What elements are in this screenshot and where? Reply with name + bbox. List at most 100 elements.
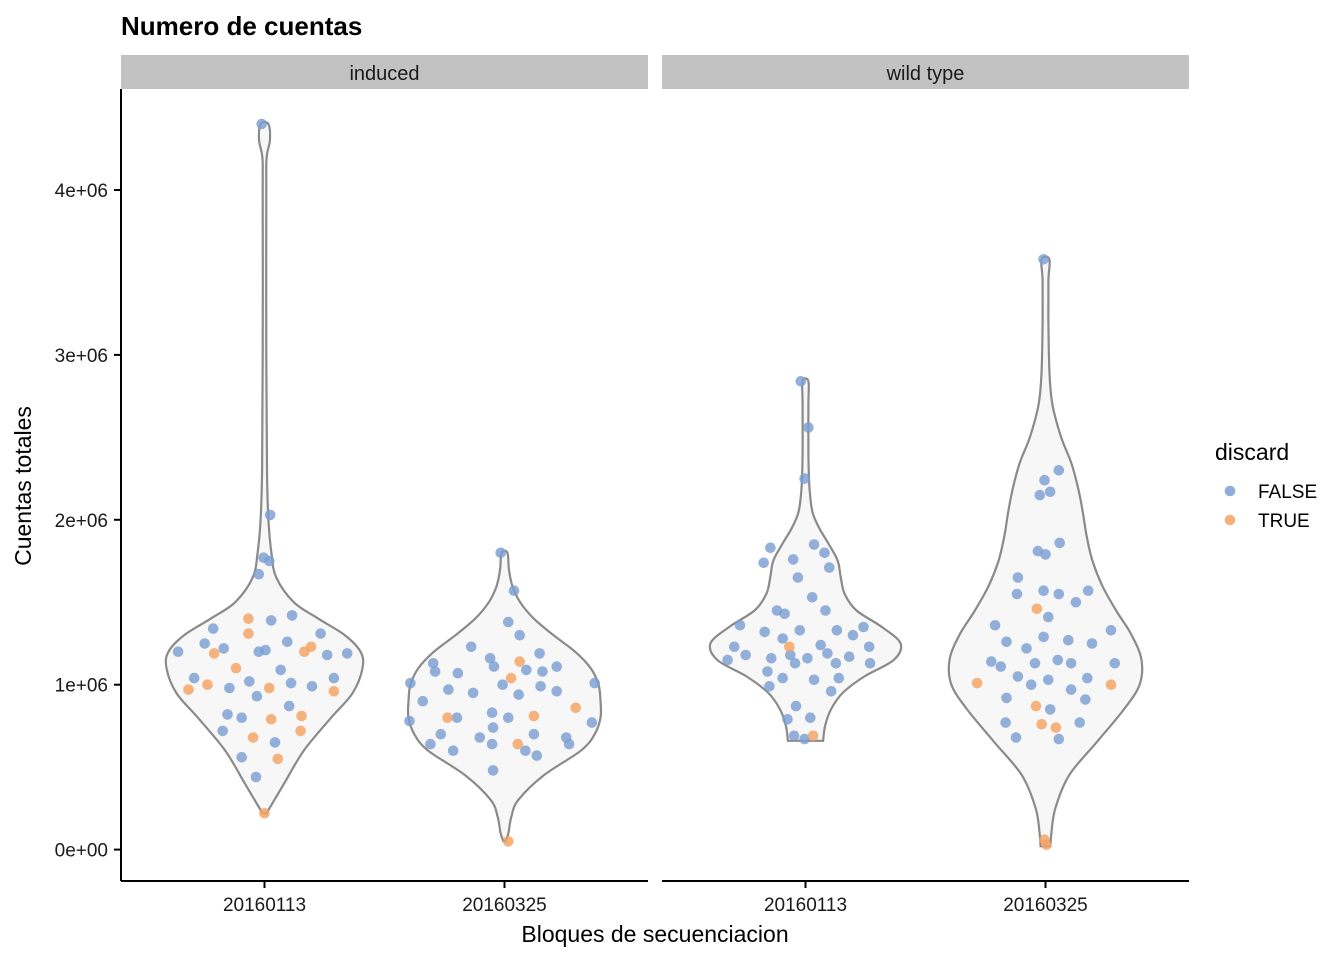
point-discard-false xyxy=(452,667,464,679)
facet-panel: induced 20160113 20160325 xyxy=(121,55,648,916)
point-discard-false xyxy=(788,730,800,742)
point-discard-true xyxy=(514,656,525,667)
point-discard-false xyxy=(282,636,293,648)
point-discard-false xyxy=(253,646,265,657)
point-discard-false xyxy=(1012,572,1024,583)
point-discard-false xyxy=(1010,732,1022,743)
x-axis-title: Bloques de secuenciacion xyxy=(521,921,788,947)
point-discard-false xyxy=(847,629,859,641)
point-discard-false xyxy=(1001,692,1012,704)
point-discard-false xyxy=(792,572,804,583)
point-discard-false xyxy=(795,376,807,387)
point-discard-false xyxy=(1082,672,1093,684)
point-discard-false xyxy=(534,648,545,659)
point-discard-false xyxy=(551,661,562,672)
point-discard-true xyxy=(247,732,259,743)
point-discard-false xyxy=(283,700,295,712)
x-tick-label: 20160113 xyxy=(223,895,306,916)
point-discard-false xyxy=(815,639,826,651)
point-discard-false xyxy=(1080,694,1091,705)
point-discard-false xyxy=(488,661,500,672)
point-discard-false xyxy=(199,638,210,649)
y-tick-label: 1e+06 xyxy=(55,676,108,697)
point-discard-false xyxy=(521,664,532,676)
point-discard-false xyxy=(443,684,454,695)
point-discard-true xyxy=(1030,700,1042,712)
point-discard-false xyxy=(1021,643,1032,654)
point-discard-false xyxy=(863,641,875,653)
point-discard-false xyxy=(447,745,459,756)
point-discard-false xyxy=(269,737,281,748)
y-axis-title: Cuentas totales xyxy=(10,406,36,566)
point-discard-false xyxy=(802,653,813,664)
point-discard-false xyxy=(1040,549,1051,560)
point-discard-false xyxy=(244,676,255,687)
point-discard-true xyxy=(208,648,220,659)
point-discard-false xyxy=(1082,585,1094,596)
point-discard-false xyxy=(858,621,869,633)
point-discard-true xyxy=(272,753,284,765)
violin-shape xyxy=(708,377,903,742)
point-discard-false xyxy=(1053,465,1065,476)
point-discard-false xyxy=(1074,717,1085,728)
point-discard-false xyxy=(782,714,793,725)
point-discard-false xyxy=(405,677,416,689)
point-discard-false xyxy=(799,473,810,484)
point-discard-false xyxy=(328,672,340,684)
point-discard-false xyxy=(758,557,769,568)
point-discard-false xyxy=(1000,717,1011,728)
point-discard-false xyxy=(285,677,297,689)
facet-strip xyxy=(662,55,1189,89)
facet-strip-label: wild type xyxy=(886,63,965,85)
point-discard-true xyxy=(243,613,254,624)
point-discard-false xyxy=(779,608,790,620)
point-discard-false xyxy=(286,610,298,621)
point-discard-false xyxy=(808,674,820,686)
point-discard-false xyxy=(833,672,845,684)
point-discard-false xyxy=(1065,684,1077,695)
point-discard-false xyxy=(264,555,275,567)
point-discard-true xyxy=(1105,679,1117,690)
point-discard-false xyxy=(236,752,247,763)
point-discard-false xyxy=(497,679,508,690)
point-discard-false xyxy=(1044,704,1056,715)
legend-title: discard xyxy=(1215,439,1289,465)
point-discard-false xyxy=(808,539,820,550)
point-discard-false xyxy=(1052,654,1064,666)
point-discard-true xyxy=(202,679,213,690)
point-discard-false xyxy=(256,118,268,130)
point-discard-false xyxy=(759,626,770,638)
point-discard-false xyxy=(729,641,740,653)
point-discard-false xyxy=(503,616,514,628)
point-discard-false xyxy=(486,707,498,718)
legend: discard FALSE TRUE xyxy=(1215,439,1317,532)
point-discard-false xyxy=(265,615,277,626)
point-discard-false xyxy=(819,547,830,559)
point-discard-false xyxy=(404,715,415,727)
legend-label: TRUE xyxy=(1258,511,1310,532)
y-tick-label: 4e+06 xyxy=(55,181,108,202)
point-discard-false xyxy=(417,695,429,707)
point-discard-false xyxy=(824,562,835,573)
point-discard-false xyxy=(275,664,287,676)
point-discard-false xyxy=(822,648,833,659)
point-discard-false xyxy=(740,649,751,661)
point-discard-false xyxy=(1025,679,1037,690)
point-discard-false xyxy=(563,738,575,750)
y-tick-label: 2e+06 xyxy=(55,511,108,532)
point-discard-false xyxy=(1044,486,1056,498)
point-discard-true xyxy=(512,738,524,750)
facet-panel: wild type 20160113 20160325 xyxy=(662,55,1189,916)
point-discard-false xyxy=(520,745,531,756)
point-discard-true xyxy=(528,710,540,722)
point-discard-false xyxy=(989,620,1001,631)
x-tick-label: 20160325 xyxy=(462,895,547,916)
point-discard-false xyxy=(589,677,600,689)
point-discard-false xyxy=(734,620,746,631)
point-discard-true xyxy=(299,646,310,657)
point-discard-false xyxy=(207,623,219,634)
violin-shape xyxy=(164,120,365,815)
point-discard-true xyxy=(1041,839,1052,850)
point-discard-false xyxy=(799,733,810,745)
legend-key xyxy=(1224,485,1236,497)
